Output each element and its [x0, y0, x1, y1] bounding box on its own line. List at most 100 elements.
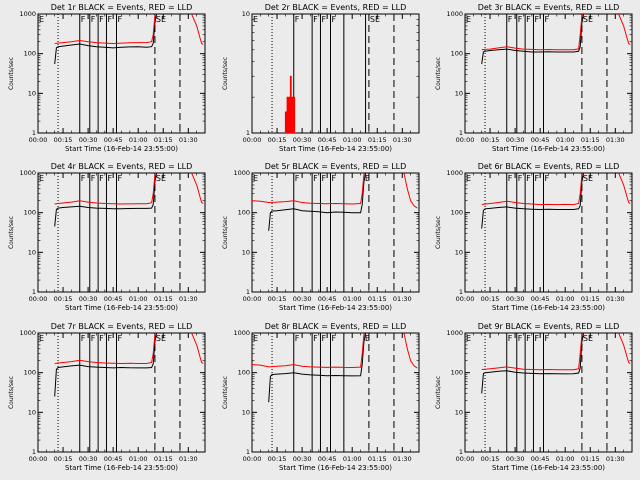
lld-series-line — [191, 14, 204, 45]
y-tick-label: 1 — [459, 129, 463, 137]
flag-label: F — [81, 174, 86, 183]
y-tick-label: 100 — [451, 369, 463, 377]
x-tick-label: 01:15 — [154, 136, 173, 144]
x-tick-label: 00:15 — [481, 455, 500, 463]
flag-label: F — [91, 15, 96, 24]
y-tick-label: 1 — [32, 288, 36, 296]
flag-label: F — [331, 334, 336, 343]
y-tick-label: 100 — [24, 369, 36, 377]
flag-label: F — [117, 15, 122, 24]
flag-label: E — [253, 334, 258, 343]
flag-label: SE — [583, 174, 593, 183]
y-tick-label: 1 — [246, 448, 250, 456]
y-tick-label: 1000 — [446, 10, 463, 18]
y-tick-label: 100 — [451, 209, 463, 217]
flag-label: F — [331, 174, 336, 183]
x-tick-label: 00:30 — [506, 455, 525, 463]
flag-label: E — [466, 334, 471, 343]
x-tick-label: 00:30 — [79, 295, 98, 303]
y-tick-label: 100 — [24, 50, 36, 58]
x-tick-label: 00:30 — [79, 136, 98, 144]
y-tick-label: 1 — [459, 448, 463, 456]
detector-panel-9: Det 9r BLACK = Events, RED = LLD 1 10 100 10… — [435, 322, 633, 472]
x-tick-label: 00:15 — [268, 455, 287, 463]
x-tick-label: 00:00 — [243, 136, 262, 144]
lld-series-line — [618, 14, 631, 45]
events-series-line — [54, 333, 158, 397]
flag-label: F — [107, 334, 112, 343]
lld-series-line — [191, 173, 204, 204]
panel-title: Det 3r BLACK = Events, RED = LLD — [478, 3, 620, 12]
flag-label: E — [39, 174, 44, 183]
panel-title: Det 5r BLACK = Events, RED = LLD — [265, 162, 407, 171]
x-axis-label: Start Time (16-Feb-14 23:55:00) — [279, 464, 392, 472]
y-tick-label: 10 — [28, 408, 36, 416]
x-tick-label: 01:15 — [154, 455, 173, 463]
flag-label: F — [526, 334, 531, 343]
flag-label: E — [466, 174, 471, 183]
flag-label: F — [107, 15, 112, 24]
x-axis-label: Start Time (16-Feb-14 23:55:00) — [492, 145, 605, 153]
x-tick-label: 00:45 — [104, 295, 123, 303]
lld-series-line — [54, 333, 157, 365]
x-tick-label: 01:30 — [606, 136, 625, 144]
x-tick-label: 00:00 — [243, 295, 262, 303]
flag-label: F — [508, 174, 513, 183]
events-series-line — [268, 333, 367, 403]
x-tick-label: 00:45 — [104, 136, 123, 144]
detector-panel-5: Det 5r BLACK = Events, RED = LLD 1 10 100 10… — [222, 162, 420, 312]
x-tick-label: 01:30 — [179, 295, 198, 303]
y-tick-label: 1 — [246, 129, 250, 137]
events-series-line — [268, 173, 367, 231]
x-tick-label: 01:15 — [581, 455, 600, 463]
panel-title: Det 8r BLACK = Events, RED = LLD — [265, 322, 407, 331]
x-tick-label: 00:00 — [29, 136, 48, 144]
x-tick-label: 00:15 — [54, 455, 73, 463]
x-axis-label: Start Time (16-Feb-14 23:55:00) — [65, 304, 178, 312]
x-tick-label: 00:00 — [456, 295, 475, 303]
x-tick-label: 01:00 — [343, 455, 362, 463]
flag-label: F — [321, 174, 326, 183]
y-tick-label: 1000 — [19, 169, 36, 177]
flag-label: F — [117, 334, 122, 343]
x-tick-label: 00:45 — [531, 455, 550, 463]
x-tick-label: 01:15 — [368, 136, 387, 144]
flag-label: F — [526, 15, 531, 24]
flag-label: SE — [156, 15, 166, 24]
y-tick-label: 10 — [242, 10, 250, 18]
flag-label: F — [295, 174, 300, 183]
flag-label: F — [313, 334, 318, 343]
events-series-line — [54, 173, 158, 227]
panel-title: Det 2r BLACK = Events, RED = LLD — [265, 3, 407, 12]
x-tick-label: 01:15 — [581, 136, 600, 144]
x-tick-label: 01:15 — [581, 295, 600, 303]
x-tick-label: 01:30 — [393, 136, 412, 144]
flag-label: F — [81, 334, 86, 343]
flag-label: E — [253, 174, 258, 183]
y-axis-label: Counts/sec — [435, 57, 442, 90]
flag-label: F — [544, 15, 549, 24]
detector-panel-2: Det 2r BLACK = Events, RED = LLD 1 10 00:00… — [222, 3, 420, 153]
x-tick-label: 00:00 — [29, 295, 48, 303]
x-tick-label: 01:15 — [368, 455, 387, 463]
x-tick-label: 00:30 — [506, 136, 525, 144]
x-tick-label: 01:00 — [343, 136, 362, 144]
lld-series-line — [54, 14, 157, 45]
y-tick-label: 10 — [455, 89, 463, 97]
y-axis-label: Counts/sec — [222, 376, 229, 409]
events-series-line — [481, 173, 585, 229]
x-tick-label: 01:15 — [154, 295, 173, 303]
y-tick-label: 10 — [455, 408, 463, 416]
y-tick-label: 100 — [238, 209, 250, 217]
lld-series-line — [403, 173, 418, 209]
y-tick-label: 1 — [459, 288, 463, 296]
flag-label: SE — [370, 15, 380, 24]
flag-label: F — [518, 334, 523, 343]
flag-label: F — [313, 174, 318, 183]
panel-title: Det 1r BLACK = Events, RED = LLD — [51, 3, 193, 12]
flag-label: F — [107, 174, 112, 183]
x-tick-label: 00:15 — [54, 136, 73, 144]
flag-label: F — [534, 334, 539, 343]
x-tick-label: 00:15 — [54, 295, 73, 303]
